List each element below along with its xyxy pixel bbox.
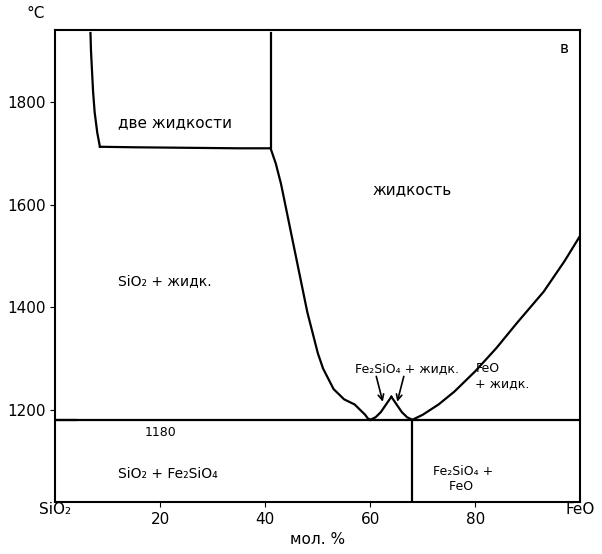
Text: две жидкости: две жидкости [119, 115, 232, 130]
Text: Fe₂SiO₄ + жидк.: Fe₂SiO₄ + жидк. [355, 362, 459, 375]
Text: в: в [560, 41, 569, 56]
Text: SiO₂ + Fe₂SiO₄: SiO₂ + Fe₂SiO₄ [119, 466, 218, 481]
Text: SiO₂ + жидк.: SiO₂ + жидк. [119, 274, 212, 289]
Text: SiO₂: SiO₂ [39, 502, 72, 517]
Text: Fe₂SiO₄ +
    FeO: Fe₂SiO₄ + FeO [433, 465, 494, 493]
Text: FeO: FeO [566, 502, 595, 517]
Text: 1180: 1180 [144, 426, 176, 439]
Text: жидкость: жидкость [373, 182, 452, 197]
Text: FeO
+ жидк.: FeO + жидк. [476, 362, 530, 390]
X-axis label: мол. %: мол. % [290, 532, 346, 547]
Text: °C: °C [26, 6, 45, 21]
